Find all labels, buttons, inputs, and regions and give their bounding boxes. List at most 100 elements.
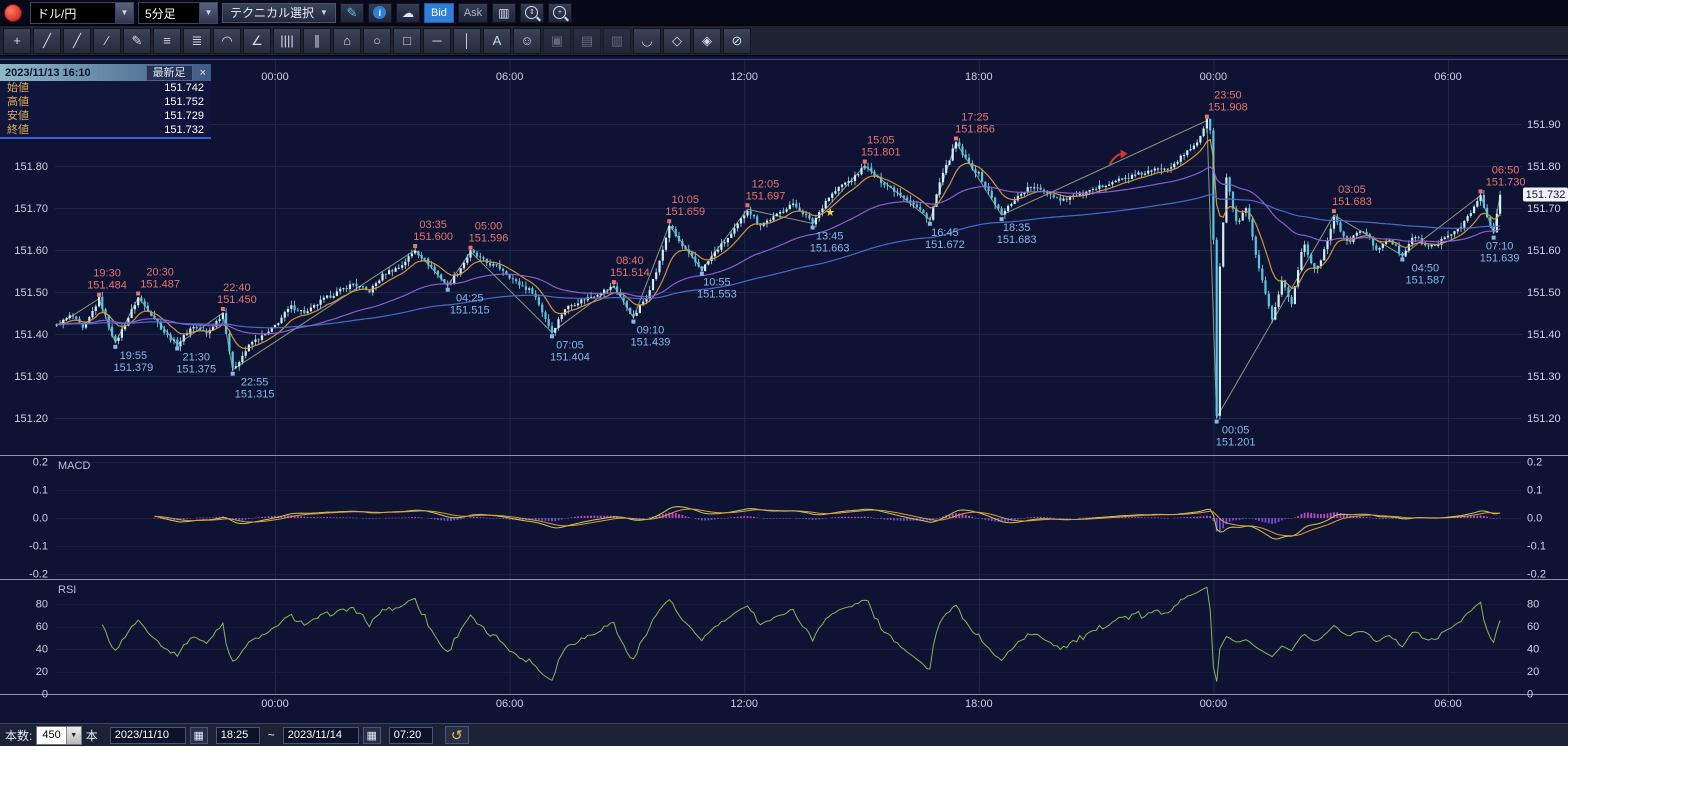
svg-text:151.487: 151.487 [140, 278, 180, 290]
ray-line-tool[interactable]: ╱ [63, 28, 91, 54]
zoom-range-icon: ⇕ [525, 6, 538, 19]
from-time-input[interactable] [216, 727, 260, 744]
svg-text:151.80: 151.80 [14, 161, 48, 173]
to-date-input[interactable] [283, 727, 359, 744]
horizontal-lines-tool[interactable]: ≣ [183, 28, 211, 54]
timeframe-select[interactable]: 5分足 ▼ [138, 2, 218, 24]
to-time-input[interactable] [389, 727, 433, 744]
svg-text:13:45: 13:45 [816, 231, 844, 243]
svg-text:151.40: 151.40 [14, 329, 48, 341]
ask-toggle-button[interactable]: Ask [458, 3, 488, 23]
bid-toggle-button[interactable]: Bid [424, 3, 454, 23]
svg-text:151.663: 151.663 [810, 243, 850, 255]
bar-count-label: 本数: [5, 727, 32, 744]
crosshair-tool[interactable]: + [3, 28, 31, 54]
zoom-in-icon: + [553, 6, 566, 19]
icon-stamp-tool[interactable]: ☺ [513, 28, 541, 54]
close-icon[interactable]: × [195, 67, 211, 79]
chevron-down-icon[interactable]: ▼ [115, 3, 133, 23]
layers-tool[interactable]: ▤ [573, 28, 601, 54]
close-label: 終値 [7, 123, 29, 137]
svg-text:151.80: 151.80 [1527, 161, 1561, 173]
svg-text:151.20: 151.20 [14, 413, 48, 425]
chart-type-button[interactable]: ▥ [492, 3, 516, 23]
copy-drawing-tool[interactable]: ▣ [543, 28, 571, 54]
chevron-down-icon: ▼ [66, 727, 81, 744]
trading-app-window: ドル/円 ▼ 5分足 ▼ テクニカル選択 ▼ ✎ i ☁ Bid Ask ▥ ⇕… [0, 0, 1568, 746]
open-label: 始値 [7, 81, 29, 95]
ellipse-tool[interactable]: ○ [363, 28, 391, 54]
horizontal-line-tool[interactable]: ─ [423, 28, 451, 54]
from-date-calendar-button[interactable]: ▦ [190, 727, 208, 744]
high-label: 高値 [7, 95, 29, 109]
svg-text:151.908: 151.908 [1208, 102, 1248, 114]
group-tool[interactable]: ▥ [603, 28, 631, 54]
chart-canvas[interactable]: 00:0000:0006:0006:0012:0012:0018:0018:00… [0, 56, 1568, 723]
svg-text:0: 0 [42, 689, 48, 701]
svg-text:06:50: 06:50 [1492, 164, 1520, 176]
star-marker: ★ [825, 207, 835, 219]
svg-text:0: 0 [1527, 689, 1533, 701]
text-tool[interactable]: A [483, 28, 511, 54]
angle-line-tool[interactable]: ∠ [243, 28, 271, 54]
svg-text:151.70: 151.70 [1527, 203, 1561, 215]
zoom-in-button[interactable]: + [548, 3, 572, 23]
vertical-line-tool[interactable]: │ [453, 28, 481, 54]
svg-text:151.315: 151.315 [235, 389, 275, 401]
clear-all-tool[interactable]: ⊘ [723, 28, 751, 54]
low-value: 151.729 [164, 109, 204, 123]
from-date-input[interactable] [110, 727, 186, 744]
fib-arc-tool[interactable]: ◠ [213, 28, 241, 54]
svg-text:20:30: 20:30 [146, 266, 174, 278]
svg-text:21:30: 21:30 [182, 352, 210, 364]
undo-icon: ↺ [451, 727, 463, 744]
ohlc-info-panel: 2023/11/13 16:10 最新足 × 始値 151.742 高値 151… [0, 64, 211, 139]
svg-text:151.672: 151.672 [925, 239, 965, 251]
svg-text:20: 20 [1527, 666, 1539, 678]
rectangle-tool[interactable]: □ [393, 28, 421, 54]
technical-select-button[interactable]: テクニカル選択 ▼ [222, 3, 336, 23]
eraser-tool[interactable]: ◇ [663, 28, 691, 54]
pentagon-tool[interactable]: ⌂ [333, 28, 361, 54]
svg-text:-0.2: -0.2 [1527, 569, 1546, 581]
svg-text:151.659: 151.659 [665, 206, 705, 218]
cloud-button[interactable]: ☁ [396, 3, 420, 23]
open-value: 151.742 [164, 81, 204, 95]
svg-text:151.732: 151.732 [1526, 189, 1566, 201]
low-label: 安値 [7, 109, 29, 123]
svg-text:151.856: 151.856 [955, 123, 995, 135]
svg-text:22:40: 22:40 [223, 282, 251, 294]
bottom-bar: 本数: 450 ▼ 本 ▦ ~ ▦ ↺ [0, 723, 1568, 746]
info-icon: i [373, 6, 386, 19]
to-date-calendar-button[interactable]: ▦ [363, 727, 381, 744]
svg-text:00:00: 00:00 [1200, 71, 1228, 83]
svg-text:03:05: 03:05 [1338, 184, 1366, 196]
svg-text:80: 80 [1527, 599, 1539, 611]
parallel-channel-tool[interactable]: ∥ [303, 28, 331, 54]
draw-toolbar: +╱╱∕✎≡≣◠∠||||∥⌂○□─│A☺▣▤▥◡◇◈⊘ [0, 26, 1568, 56]
zoom-range-button[interactable]: ⇕ [520, 3, 544, 23]
svg-text:19:55: 19:55 [120, 350, 148, 362]
trendline-tool[interactable]: ╱ [33, 28, 61, 54]
svg-text:151.484: 151.484 [87, 280, 127, 292]
time-zones-tool[interactable]: |||| [273, 28, 301, 54]
lock-tool[interactable]: ◈ [693, 28, 721, 54]
range-separator: ~ [268, 728, 275, 742]
svg-text:19:30: 19:30 [93, 268, 121, 280]
extended-line-tool[interactable]: ∕ [93, 28, 121, 54]
reset-range-button[interactable]: ↺ [445, 726, 469, 744]
svg-text:00:00: 00:00 [1200, 698, 1228, 710]
chevron-down-icon[interactable]: ▼ [199, 3, 217, 23]
info-button[interactable]: i [368, 3, 392, 23]
currency-pair-select[interactable]: ドル/円 ▼ [30, 2, 134, 24]
draw-pencil-button[interactable]: ✎ [340, 3, 364, 23]
svg-text:151.730: 151.730 [1486, 176, 1526, 188]
freehand-tool[interactable]: ✎ [123, 28, 151, 54]
svg-text:06:00: 06:00 [1434, 71, 1462, 83]
magnet-tool[interactable]: ◡ [633, 28, 661, 54]
fib-retracement-tool[interactable]: ≡ [153, 28, 181, 54]
svg-text:151.596: 151.596 [469, 233, 509, 245]
bar-count-select[interactable]: 450 ▼ [36, 726, 81, 745]
svg-text:151.587: 151.587 [1405, 274, 1445, 286]
svg-text:151.439: 151.439 [631, 337, 671, 349]
